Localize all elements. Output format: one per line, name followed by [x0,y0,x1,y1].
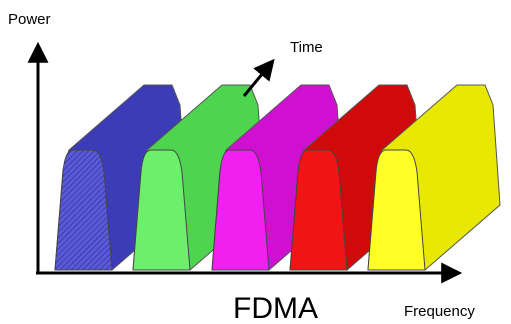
channel-front [133,150,190,270]
title: FDMA [233,292,318,324]
channel-front [368,150,425,270]
time-label: Time [290,39,323,56]
channels [55,85,500,270]
channel-front [55,150,112,270]
fdma-diagram: Power Time FDMA Frequency [0,0,511,324]
power-label: Power [8,11,51,28]
time-axis [244,62,272,96]
frequency-label: Frequency [404,303,475,320]
channel-front [290,150,347,270]
channel-front [212,150,269,270]
